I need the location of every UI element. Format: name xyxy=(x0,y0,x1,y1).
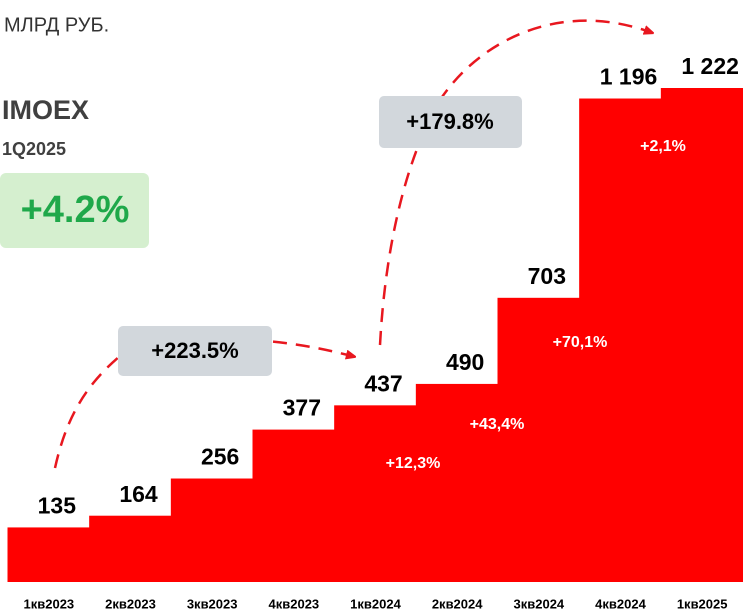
x-tick-label: 3кв2024 xyxy=(514,596,565,611)
index-change: +4.2% xyxy=(21,189,130,231)
value-label: 437 xyxy=(364,370,402,396)
index-name: IMOEX xyxy=(2,95,89,125)
growth-label: +12,3% xyxy=(386,455,441,472)
change-box xyxy=(118,326,272,376)
unit-label: МЛРД РУБ. xyxy=(4,14,109,36)
value-label: 164 xyxy=(119,481,158,507)
bar xyxy=(660,88,743,582)
growth-label: +70,1% xyxy=(553,334,608,351)
change-box xyxy=(379,96,522,148)
period: 1Q2025 xyxy=(2,139,66,159)
bar xyxy=(7,527,91,582)
growth-label: +2,1% xyxy=(640,138,686,155)
bar xyxy=(252,429,336,582)
change-box xyxy=(0,173,149,248)
value-label: 256 xyxy=(201,444,239,470)
period-change: +223.5% xyxy=(151,338,238,363)
bar xyxy=(579,98,662,583)
bar xyxy=(170,478,254,582)
x-tick-label: 1кв2024 xyxy=(350,596,401,611)
growth-label: +43,4% xyxy=(470,416,525,433)
value-label: 377 xyxy=(283,395,321,421)
value-label: 490 xyxy=(446,349,484,375)
value-label: 703 xyxy=(528,263,566,289)
x-tick-label: 1кв2023 xyxy=(24,596,75,611)
x-tick-label: 2кв2024 xyxy=(432,596,483,611)
x-tick-label: 4кв2023 xyxy=(269,596,320,611)
bar xyxy=(89,515,172,582)
value-label: 1 222 xyxy=(681,53,739,79)
bar xyxy=(415,383,499,582)
x-tick-label: 3кв2023 xyxy=(187,596,238,611)
bar xyxy=(334,405,417,582)
period-change: +179.8% xyxy=(406,109,493,134)
x-tick-label: 2кв2023 xyxy=(105,596,156,611)
value-label: 1 196 xyxy=(600,64,658,90)
value-label: 135 xyxy=(38,493,77,519)
bar xyxy=(497,297,581,582)
x-tick-label: 4кв2024 xyxy=(595,596,646,611)
x-tick-label: 1кв2025 xyxy=(677,596,728,611)
